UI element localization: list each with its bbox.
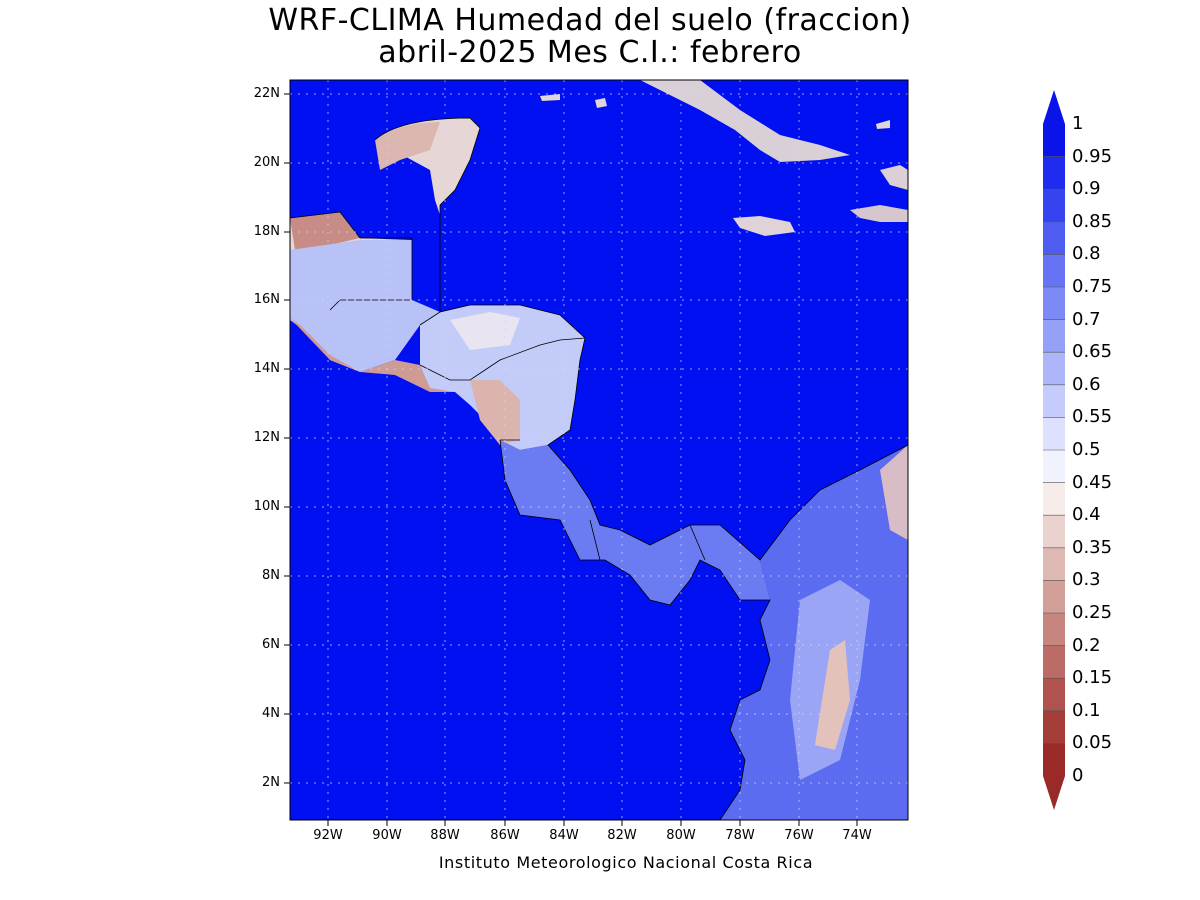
colorbar-label: 0.05 [1072,732,1113,754]
credit-text: Instituto Meteorologico Nacional Costa R… [438,853,814,872]
lat-label: 18N [253,224,280,239]
colorbar-step [1043,580,1065,614]
land-pacific-coast [290,318,455,392]
lat-label: 12N [253,430,280,445]
chart-subtitle: abril-2025 Mes C.I.: febrero [378,35,802,70]
colorbar-step [1043,352,1065,386]
colorbar-label: 0.6 [1072,373,1101,395]
colorbar-step [1043,124,1065,158]
coastline [290,117,908,820]
lon-label: 90W [372,828,402,843]
lon-label: 74W [842,828,872,843]
colorbar-label: 1 [1072,113,1084,134]
lat-label: 22N [253,86,280,101]
colorbar-label: 0.85 [1072,210,1113,232]
lat-label: 14N [253,361,280,376]
land-yucatan-red [290,212,360,250]
colorbar [1043,90,1065,810]
colorbar-label: 0.7 [1072,308,1101,330]
colorbar-label: 0.25 [1072,602,1113,623]
land-cuba [640,80,850,162]
colorbar-label: 0.35 [1072,536,1113,558]
land-honduras-light [450,312,520,350]
land-hispaniola-north [880,165,908,190]
land-layer [290,80,908,820]
land-honduras [420,305,585,450]
land-islet-2 [540,94,560,101]
colorbar-label: 0.65 [1072,341,1113,363]
land-islet-1 [595,98,607,108]
colorbar-label: 0.9 [1072,178,1101,200]
lat-label: 2N [262,775,280,790]
lon-label: 80W [666,828,696,843]
land-hispaniola [850,205,908,222]
colorbar-label: 0 [1072,765,1084,786]
colorbar-step [1043,645,1065,679]
colorbar-label: 0.4 [1072,504,1101,526]
land-jamaica [733,216,795,236]
colorbar-step [1043,384,1065,418]
colorbar-steps [1043,124,1065,777]
lon-label: 82W [607,828,637,843]
colorbar-step [1043,254,1065,288]
lat-label: 4N [262,706,280,721]
colorbar-label: 0.45 [1072,471,1113,493]
colorbar-step [1043,189,1065,223]
colorbar-label: 0.5 [1072,439,1101,460]
colorbar-step [1043,450,1065,484]
colorbar-step [1043,613,1065,647]
colorbar-step [1043,287,1065,321]
land-caribbean-coast [880,445,908,540]
lat-label: 10N [253,499,280,514]
colorbar-step [1043,417,1065,451]
lat-label: 8N [262,568,280,583]
chart-title: WRF-CLIMA Humedad del suelo (fraccion) [268,3,912,38]
lat-label: 6N [262,637,280,652]
lon-label: 76W [784,828,814,843]
colorbar-step [1043,221,1065,255]
lon-label: 86W [490,828,520,843]
colorbar-label: 0.55 [1072,406,1113,428]
grid-lines [290,80,908,820]
colorbar-label: 0.95 [1072,145,1113,167]
axis-ticks [284,93,858,826]
lon-label: 78W [725,828,755,843]
colorbar-step [1043,482,1065,516]
colorbar-step [1043,319,1065,353]
colorbar-label: 0.15 [1072,667,1113,689]
lon-label: 88W [430,828,460,843]
colorbar-label: 0.1 [1072,699,1101,721]
colorbar-step [1043,710,1065,744]
colorbar-arrow-top [1043,90,1065,124]
lon-label: 84W [549,828,579,843]
colorbar-arrow-bottom [1043,776,1065,810]
colorbar-label: 0.75 [1072,276,1113,297]
colorbar-label: 0.2 [1072,634,1101,656]
lat-label: 20N [253,155,280,170]
colorbar-step [1043,743,1065,777]
colorbar-step [1043,515,1065,549]
land-andes-dry [815,640,850,750]
lat-label: 16N [253,292,280,307]
land-costa-rica [500,440,770,605]
land-nicaragua-dry [470,380,520,445]
map-frame [289,79,909,821]
colorbar-step [1043,156,1065,190]
colorbar-step [1043,678,1065,712]
borders [329,237,706,561]
colorbar-label: 0.8 [1072,243,1101,265]
colorbar-label: 0.3 [1072,569,1101,591]
lon-label: 92W [313,828,343,843]
land-yucatan-red2 [375,122,440,170]
land-islet-3 [876,120,890,129]
colorbar-step [1043,547,1065,581]
